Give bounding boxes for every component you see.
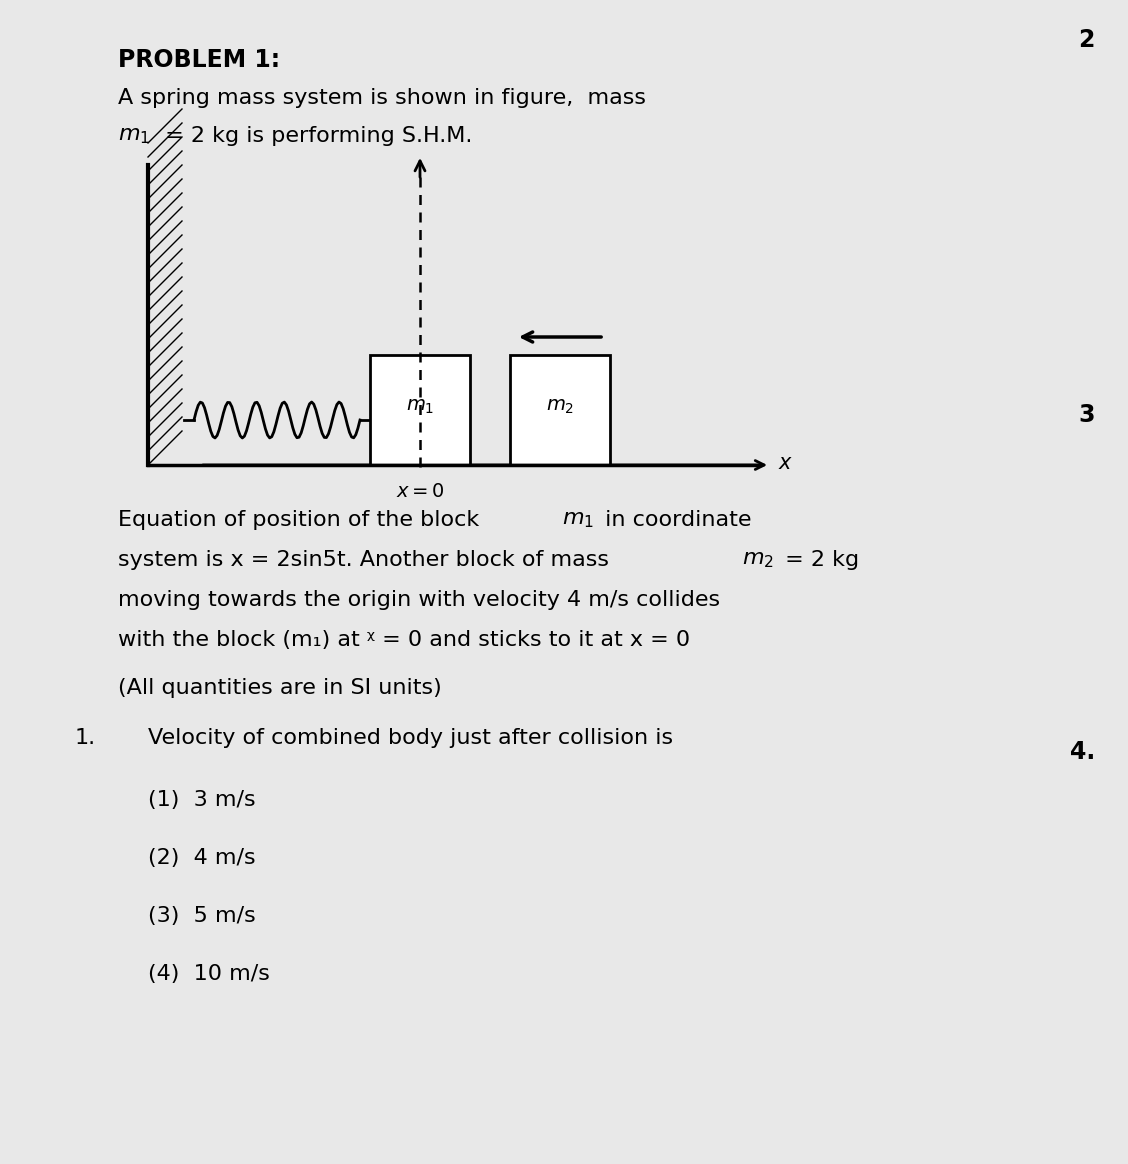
Text: (1)  3 m/s: (1) 3 m/s <box>148 790 256 810</box>
Text: Equation of position of the block: Equation of position of the block <box>118 510 486 530</box>
Text: PROBLEM 1:: PROBLEM 1: <box>118 48 280 72</box>
Text: in coordinate: in coordinate <box>598 510 751 530</box>
Text: = 2 kg is performing S.H.M.: = 2 kg is performing S.H.M. <box>158 126 473 146</box>
Text: $x$: $x$ <box>778 453 793 473</box>
Text: (4)  10 m/s: (4) 10 m/s <box>148 964 270 984</box>
Text: $m_1$: $m_1$ <box>562 510 594 530</box>
Text: Velocity of combined body just after collision is: Velocity of combined body just after col… <box>148 728 673 748</box>
Text: 1.: 1. <box>74 728 96 748</box>
Text: 4.: 4. <box>1069 740 1095 764</box>
Text: $m_2$: $m_2$ <box>742 551 774 570</box>
Bar <box>370 355 470 464</box>
Text: $m_1$: $m_1$ <box>118 126 150 146</box>
Text: $x = 0$: $x = 0$ <box>396 482 444 501</box>
Text: (3)  5 m/s: (3) 5 m/s <box>148 906 256 927</box>
Text: with the block (m₁) at ᵡ = 0 and sticks to it at x = 0: with the block (m₁) at ᵡ = 0 and sticks … <box>118 630 690 650</box>
Text: $m_2$: $m_2$ <box>546 397 574 416</box>
Text: 3: 3 <box>1078 403 1095 427</box>
Text: (2)  4 m/s: (2) 4 m/s <box>148 849 256 868</box>
Text: (All quantities are in SI units): (All quantities are in SI units) <box>118 677 442 698</box>
Text: = 2 kg: = 2 kg <box>778 551 860 570</box>
Text: $m_1$: $m_1$ <box>406 397 434 416</box>
Text: A spring mass system is shown in figure,  mass: A spring mass system is shown in figure,… <box>118 88 646 108</box>
Text: moving towards the origin with velocity 4 m/s collides: moving towards the origin with velocity … <box>118 590 720 610</box>
Text: 2: 2 <box>1078 28 1095 52</box>
Bar <box>510 355 610 464</box>
Text: system is x = 2sin5t. Another block of mass: system is x = 2sin5t. Another block of m… <box>118 551 616 570</box>
